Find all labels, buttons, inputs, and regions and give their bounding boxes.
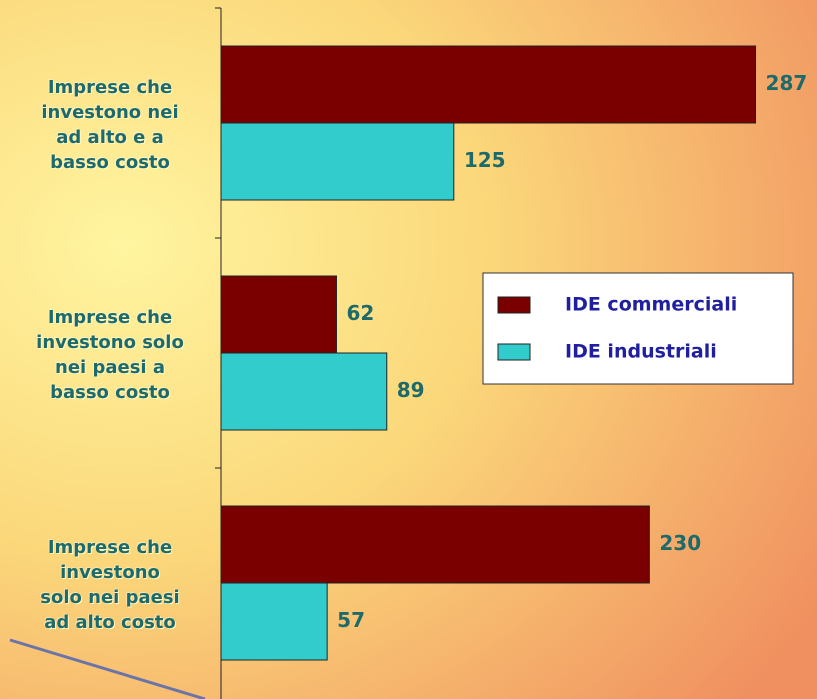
value-label: 62 (346, 301, 374, 325)
bar (220, 275, 337, 354)
bar (220, 505, 650, 584)
category-label: Imprese che investono nei ad alto e a ba… (41, 77, 179, 173)
category-label: Imprese che investono solo nei paesi a b… (36, 307, 184, 403)
bar (220, 122, 455, 201)
value-label: 287 (766, 71, 808, 95)
bar (220, 582, 328, 661)
legend-box (482, 272, 794, 385)
bar (220, 45, 757, 124)
legend-label: IDE industriali (565, 341, 717, 363)
legend-swatch (497, 343, 531, 361)
legend-swatch (497, 296, 531, 314)
bar (220, 352, 388, 431)
value-label: 125 (464, 148, 506, 172)
category-label: Imprese che investono solo nei paesi ad … (40, 537, 180, 633)
value-label: 230 (659, 531, 701, 555)
decoration-line (9, 638, 206, 699)
value-label: 89 (397, 378, 425, 402)
legend-label: IDE commerciali (565, 294, 737, 316)
value-label: 57 (337, 608, 365, 632)
